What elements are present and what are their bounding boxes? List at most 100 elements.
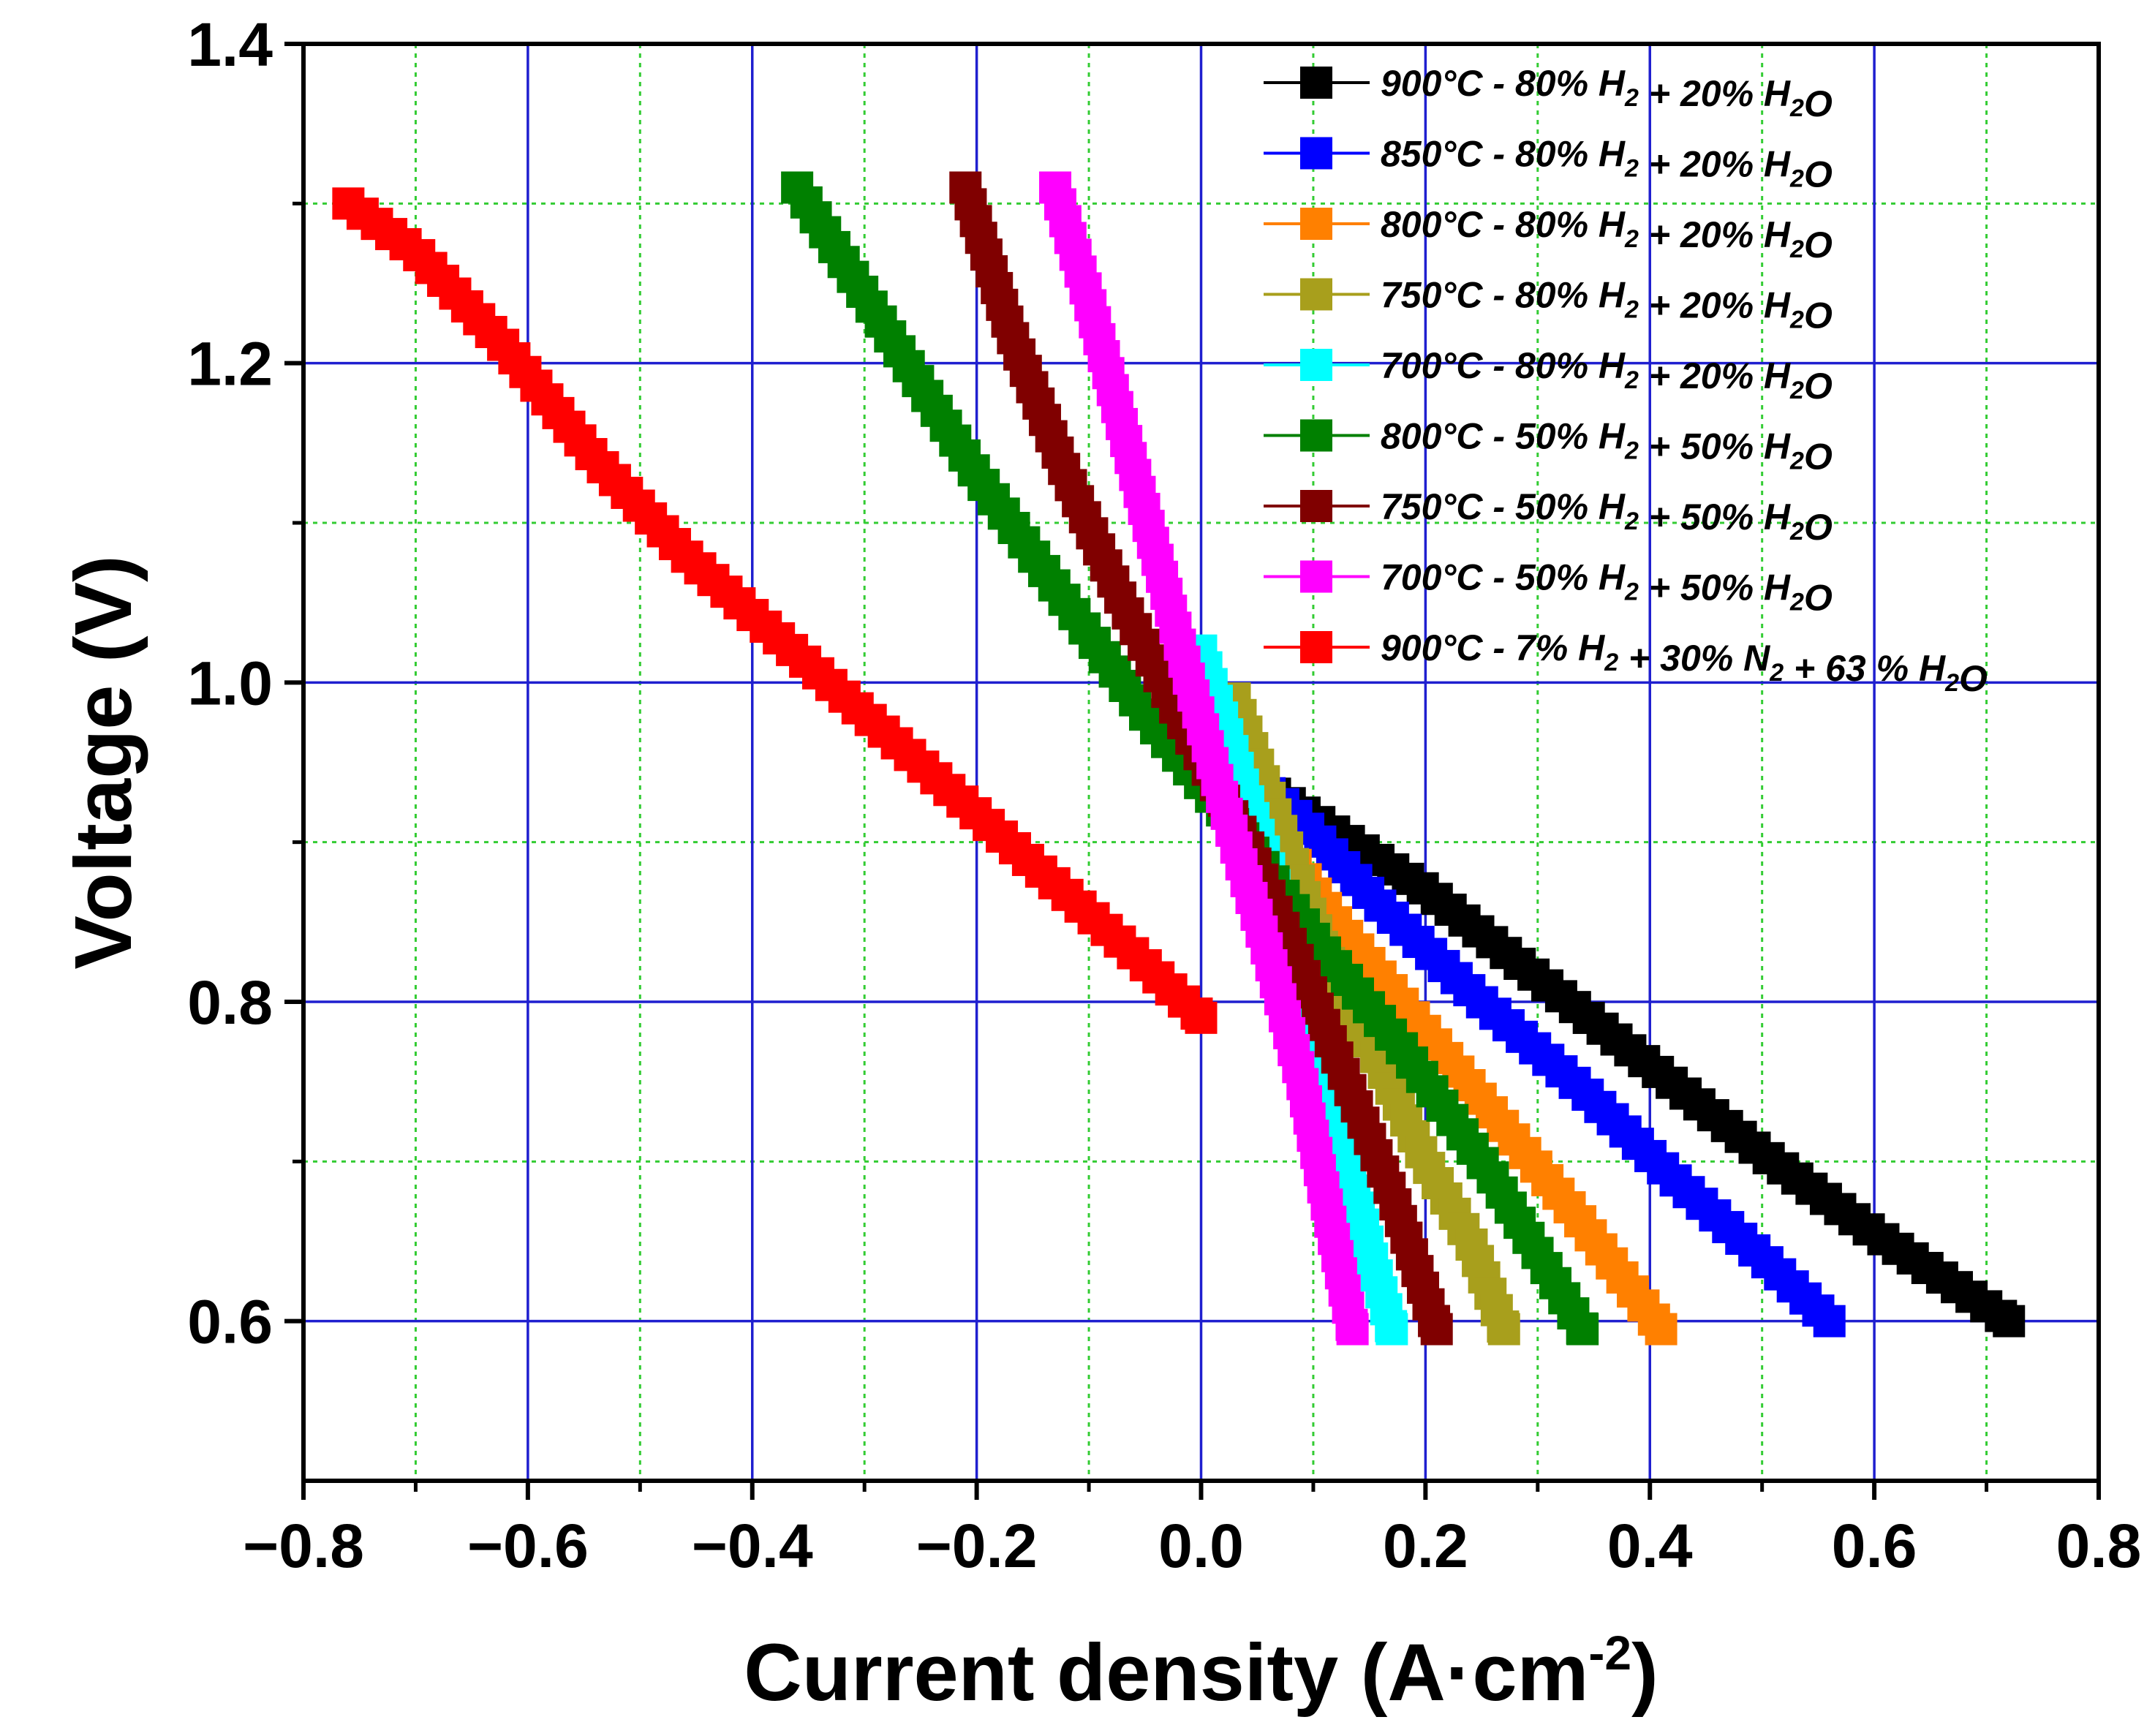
- legend-item-8: 900°C - 7% H2 + 30% N2 + 63 % H2O: [1264, 627, 1988, 699]
- legend-label-text: O: [1804, 366, 1833, 407]
- legend-label: 750°C - 80% H2 + 20% H2O: [1381, 275, 1833, 336]
- legend-marker: [1300, 631, 1332, 663]
- y-tick-label: 1.4: [187, 10, 273, 79]
- legend-label-text: O: [1804, 295, 1833, 336]
- legend-label-text: + 63 % H: [1784, 648, 1946, 689]
- legend-label-subscript: 2: [1789, 306, 1804, 334]
- legend-label-text: 700°C - 50% H: [1381, 557, 1626, 598]
- x-axis-title-close: ): [1631, 1628, 1658, 1718]
- data-point: [1336, 1313, 1369, 1346]
- legend-label-subscript: 2: [1789, 518, 1804, 546]
- x-tick-label: 0.2: [1383, 1512, 1468, 1580]
- y-tick-label: 1.2: [187, 330, 273, 399]
- legend-marker: [1300, 419, 1332, 452]
- legend-label-subscript: 2: [1769, 659, 1784, 687]
- data-point: [1420, 1313, 1453, 1346]
- legend-label-subscript: 2: [1624, 507, 1639, 535]
- legend-label-subscript: 2: [1789, 377, 1804, 404]
- legend-marker: [1300, 208, 1332, 240]
- legend-label-text: 800°C - 80% H: [1381, 204, 1626, 245]
- legend-label: 850°C - 80% H2 + 20% H2O: [1381, 134, 1833, 195]
- legend-label-subscript: 2: [1789, 448, 1804, 475]
- series-7: [1039, 171, 1369, 1346]
- legend-label-text: + 50% H: [1639, 426, 1791, 467]
- legend-marker: [1300, 137, 1332, 170]
- legend-marker: [1300, 490, 1332, 522]
- major-gridlines: [303, 44, 2099, 1481]
- x-tick-label: 0.4: [1607, 1512, 1693, 1580]
- legend-item-7: 700°C - 50% H2 + 50% H2O: [1264, 557, 1833, 619]
- y-tick-label: 0.6: [187, 1288, 273, 1356]
- legend-label: 700°C - 80% H2 + 20% H2O: [1381, 345, 1833, 407]
- legend-label-text: + 50% H: [1639, 567, 1791, 608]
- legend-item-0: 900°C - 80% H2 + 20% H2O: [1264, 63, 1833, 124]
- axis-ticks: [284, 42, 2101, 1500]
- data-point: [1566, 1313, 1599, 1346]
- legend-label-subscript: 2: [1624, 84, 1639, 112]
- legend-label-subscript: 2: [1789, 94, 1804, 122]
- legend-label: 800°C - 50% H2 + 50% H2O: [1381, 416, 1833, 478]
- legend-label: 800°C - 80% H2 + 20% H2O: [1381, 204, 1833, 265]
- legend-marker: [1300, 560, 1332, 593]
- legend-item-1: 850°C - 80% H2 + 20% H2O: [1264, 134, 1833, 195]
- legend-marker: [1300, 278, 1332, 311]
- legend-label-text: + 20% H: [1639, 285, 1791, 326]
- legend-label-subscript: 2: [1624, 225, 1639, 253]
- legend-label-text: + 20% H: [1639, 214, 1791, 255]
- legend-label-text: 800°C - 50% H: [1381, 416, 1626, 457]
- legend-marker: [1300, 67, 1332, 99]
- legend-item-3: 750°C - 80% H2 + 20% H2O: [1264, 275, 1833, 336]
- x-tick-label: −0.4: [692, 1512, 813, 1580]
- legend-label: 900°C - 7% H2 + 30% N2 + 63 % H2O: [1381, 627, 1988, 699]
- x-tick-labels: −0.8 −0.6 −0.4 −0.2 0.0 0.2 0.4 0.6 0.8: [243, 1512, 2141, 1580]
- series-5: [781, 171, 1599, 1346]
- x-tick-label: 0.0: [1158, 1512, 1244, 1580]
- legend-label: 900°C - 80% H2 + 20% H2O: [1381, 63, 1833, 124]
- legend-label-text: + 50% H: [1639, 497, 1791, 537]
- data-point: [1185, 1001, 1218, 1034]
- legend-label-text: O: [1804, 507, 1833, 548]
- x-tick-label: −0.2: [916, 1512, 1038, 1580]
- legend-label-subscript: 2: [1624, 296, 1639, 324]
- legend-label-text: 750°C - 80% H: [1381, 275, 1626, 316]
- legend-label-subscript: 2: [1624, 155, 1639, 183]
- legend-label-text: O: [1804, 83, 1833, 124]
- legend-marker: [1300, 349, 1332, 381]
- x-tick-label: −0.6: [467, 1512, 589, 1580]
- legend-label-subscript: 2: [1604, 649, 1618, 676]
- legend-label-subscript: 2: [1789, 235, 1804, 263]
- legend-label-text: O: [1804, 224, 1833, 265]
- legend-item-5: 800°C - 50% H2 + 50% H2O: [1264, 416, 1833, 478]
- legend-label-subscript: 2: [1944, 669, 1959, 697]
- y-tick-label: 1.0: [187, 649, 273, 717]
- legend-label: 750°C - 50% H2 + 50% H2O: [1381, 486, 1833, 548]
- data-point: [1993, 1305, 2026, 1337]
- x-axis-title-superscript: -2: [1588, 1626, 1631, 1680]
- legend-label-text: 900°C - 80% H: [1381, 63, 1626, 104]
- legend-label-subscript: 2: [1624, 366, 1639, 394]
- legend-label-subscript: 2: [1789, 165, 1804, 193]
- legend-label-subscript: 2: [1624, 437, 1639, 465]
- legend-item-4: 700°C - 80% H2 + 20% H2O: [1264, 345, 1833, 407]
- legend-label: 700°C - 50% H2 + 50% H2O: [1381, 557, 1833, 619]
- legend-label-text: O: [1804, 154, 1833, 195]
- legend-label-text: + 20% H: [1639, 144, 1791, 185]
- data-point: [1645, 1313, 1677, 1346]
- data-point: [1375, 1313, 1408, 1346]
- legend-label-subscript: 2: [1624, 578, 1639, 606]
- legend-label-text: + 20% H: [1639, 73, 1791, 114]
- legend-label-text: 700°C - 80% H: [1381, 345, 1626, 386]
- series-layer: [332, 171, 2026, 1346]
- legend-label-text: + 30% N: [1618, 638, 1770, 679]
- legend-label-text: + 20% H: [1639, 355, 1791, 396]
- legend-label-subscript: 2: [1789, 589, 1804, 616]
- legend-label-text: 900°C - 7% H: [1381, 627, 1605, 668]
- data-point: [1813, 1305, 1846, 1337]
- legend-label-text: O: [1804, 437, 1833, 478]
- series-8: [332, 187, 1218, 1034]
- y-tick-label: 0.8: [187, 968, 273, 1037]
- x-tick-label: 0.8: [2056, 1512, 2142, 1580]
